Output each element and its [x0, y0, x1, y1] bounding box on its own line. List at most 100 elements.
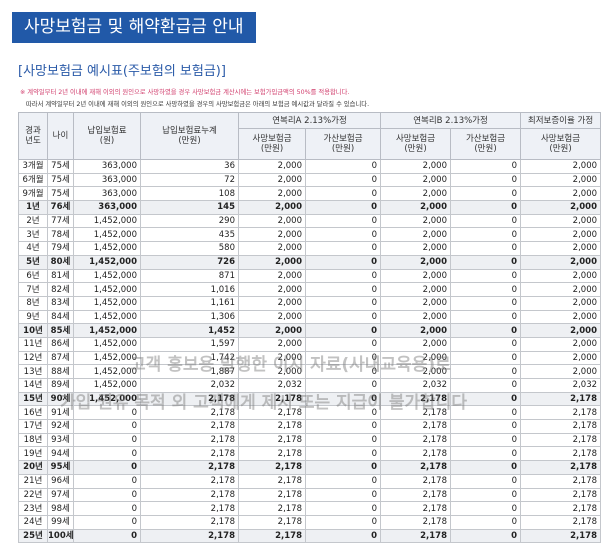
table-cell: 2,000 — [520, 350, 602, 366]
table-cell: 0 — [449, 460, 522, 475]
table-cell: 2,000 — [238, 309, 306, 325]
table-cell: 2,000 — [380, 295, 451, 311]
table-cell: 2,000 — [380, 282, 451, 297]
table-cell: 580 — [140, 241, 239, 256]
table-cell: 2,178 — [140, 391, 239, 407]
table-cell: 2,178 — [520, 405, 602, 421]
table-cell: 1,452,000 — [73, 309, 141, 325]
table-cell: 0 — [305, 295, 381, 311]
table-cell: 2,178 — [520, 473, 602, 489]
table-cell: 0 — [449, 487, 522, 503]
table-cell: 4년 — [18, 241, 48, 256]
table-cell: 2,000 — [380, 241, 451, 256]
header-cell: 사망보험금 (만원) — [380, 128, 451, 160]
table-cell: 0 — [305, 405, 381, 421]
table-cell: 0 — [449, 227, 522, 243]
table-row: 17년 92세 0 2,178 2,178 0 2,178 0 2,178 — [18, 419, 602, 434]
table-cell: 2,000 — [520, 254, 602, 270]
table-cell: 2,178 — [140, 487, 239, 503]
table-cell: 2,178 — [238, 514, 306, 530]
table-cell: 0 — [305, 350, 381, 366]
table-cell: 8년 — [18, 295, 48, 311]
table-cell: 2,000 — [380, 336, 451, 352]
table-cell: 25년 — [18, 528, 48, 544]
table-cell: 2,000 — [238, 213, 306, 229]
table-cell: 2,178 — [380, 391, 451, 407]
table-cell: 2,000 — [238, 200, 306, 215]
subtitle: [사망보험금 예시표(주보험의 보험금)] — [18, 64, 226, 79]
table-cell: 2,178 — [238, 446, 306, 462]
table-cell: 91세 — [47, 405, 74, 421]
table-cell: 1,452,000 — [73, 378, 141, 393]
table-cell: 2,000 — [380, 309, 451, 325]
table-cell: 0 — [449, 446, 522, 462]
table-cell: 0 — [449, 514, 522, 530]
table-cell: 0 — [449, 241, 522, 256]
table-cell: 76세 — [47, 200, 74, 215]
table-cell: 0 — [305, 254, 381, 270]
table-row: 4년 79세 1,452,000 580 2,000 0 2,000 0 2,000 — [18, 241, 602, 256]
table-cell: 2,000 — [238, 186, 306, 202]
table-row: 25년 100세 0 2,178 2,178 0 2,178 0 2,178 — [18, 528, 602, 544]
table-cell: 2,000 — [520, 172, 602, 188]
note: 따라서 계약일부터 2년 이내에 재해 이외의 원인으로 사망하였을 경우의 사… — [26, 101, 370, 108]
table-cell: 95세 — [47, 460, 74, 475]
table-cell: 0 — [449, 159, 522, 174]
table-cell: 0 — [73, 432, 141, 448]
table-cell: 2,000 — [238, 364, 306, 379]
header-cell: 사망보험금 (만원) — [520, 128, 602, 160]
table-cell: 2,000 — [380, 159, 451, 174]
table-cell: 0 — [73, 501, 141, 516]
table-cell: 5년 — [18, 254, 48, 270]
table-cell: 363,000 — [73, 200, 141, 215]
table-cell: 2,000 — [238, 159, 306, 174]
table-cell: 2,178 — [238, 487, 306, 503]
table-cell: 0 — [305, 514, 381, 530]
table-cell: 2,178 — [140, 460, 239, 475]
table-cell: 0 — [305, 378, 381, 393]
table-cell: 2,000 — [520, 200, 602, 215]
header-cell: 가산보험금 (만원) — [449, 128, 522, 160]
table-cell: 2,000 — [238, 336, 306, 352]
table-cell: 2,178 — [380, 487, 451, 503]
table-cell: 2,000 — [520, 282, 602, 297]
table-cell: 0 — [73, 446, 141, 462]
table-cell: 11년 — [18, 336, 48, 352]
table-cell: 77세 — [47, 213, 74, 229]
table-cell: 2,000 — [520, 309, 602, 325]
table-row: 3년 78세 1,452,000 435 2,000 0 2,000 0 2,000 — [18, 227, 602, 243]
table-cell: 0 — [73, 419, 141, 434]
table-cell: 2,178 — [380, 460, 451, 475]
table-cell: 0 — [449, 391, 522, 407]
table-cell: 2,178 — [140, 514, 239, 530]
table-cell: 1,452,000 — [73, 295, 141, 311]
table-cell: 93세 — [47, 432, 74, 448]
table-cell: 0 — [305, 268, 381, 284]
table-cell: 18년 — [18, 432, 48, 448]
table-cell: 2,000 — [380, 200, 451, 215]
header-cell: 사망보험금 (만원) — [238, 128, 306, 160]
table-cell: 97세 — [47, 487, 74, 503]
table-cell: 14년 — [18, 378, 48, 393]
table-cell: 2,178 — [520, 487, 602, 503]
table-cell: 2,032 — [140, 378, 239, 393]
table-cell: 2,032 — [520, 378, 602, 393]
table-cell: 0 — [449, 473, 522, 489]
table-row: 6년 81세 1,452,000 871 2,000 0 2,000 0 2,000 — [18, 268, 602, 284]
table-cell: 96세 — [47, 473, 74, 489]
table-cell: 290 — [140, 213, 239, 229]
table-cell: 0 — [305, 391, 381, 407]
table-row: 15년 90세 1,452,000 2,178 2,178 0 2,178 0 2,178 — [18, 391, 602, 407]
table-cell: 0 — [449, 172, 522, 188]
table-row: 9년 84세 1,452,000 1,306 2,000 0 2,000 0 2,000 — [18, 309, 602, 325]
table-cell: 2,178 — [380, 514, 451, 530]
table-cell: 2,178 — [520, 460, 602, 475]
table-cell: 2,032 — [380, 378, 451, 393]
table-cell: 871 — [140, 268, 239, 284]
table-cell: 2,178 — [520, 432, 602, 448]
table-cell: 0 — [449, 528, 522, 544]
table-cell: 0 — [305, 419, 381, 434]
table-cell: 1,452,000 — [73, 282, 141, 297]
table-cell: 2,178 — [238, 473, 306, 489]
table-cell: 0 — [73, 514, 141, 530]
